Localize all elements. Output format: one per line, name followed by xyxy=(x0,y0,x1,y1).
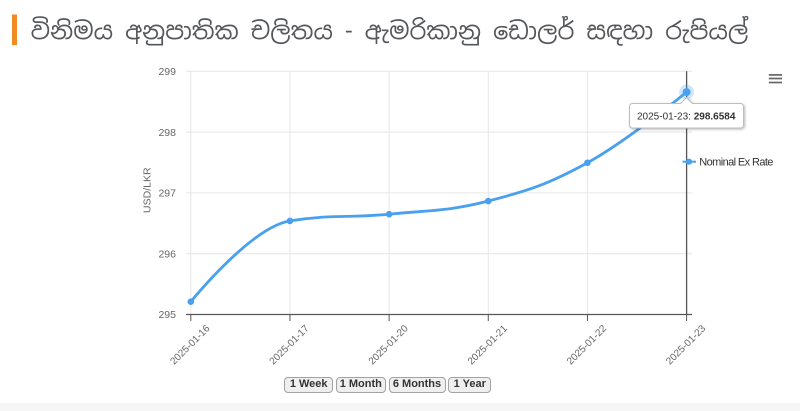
svg-text:298: 298 xyxy=(158,127,176,139)
svg-text:2025-01-23: 2025-01-23 xyxy=(664,323,708,367)
svg-text:296: 296 xyxy=(158,248,176,260)
svg-text:2025-01-23: 298.6584: 2025-01-23: 298.6584 xyxy=(637,112,736,123)
svg-text:299: 299 xyxy=(158,66,176,78)
svg-text:Nominal Ex Rate: Nominal Ex Rate xyxy=(699,156,773,168)
svg-text:297: 297 xyxy=(158,188,176,200)
svg-text:2025-01-16: 2025-01-16 xyxy=(168,323,212,367)
svg-text:2025-01-22: 2025-01-22 xyxy=(565,323,609,367)
svg-text:2025-01-21: 2025-01-21 xyxy=(466,323,510,367)
svg-text:USD/LKR: USD/LKR xyxy=(142,167,154,213)
svg-text:2025-01-17: 2025-01-17 xyxy=(268,323,312,367)
svg-text:2025-01-20: 2025-01-20 xyxy=(367,323,411,367)
svg-text:295: 295 xyxy=(158,309,176,321)
